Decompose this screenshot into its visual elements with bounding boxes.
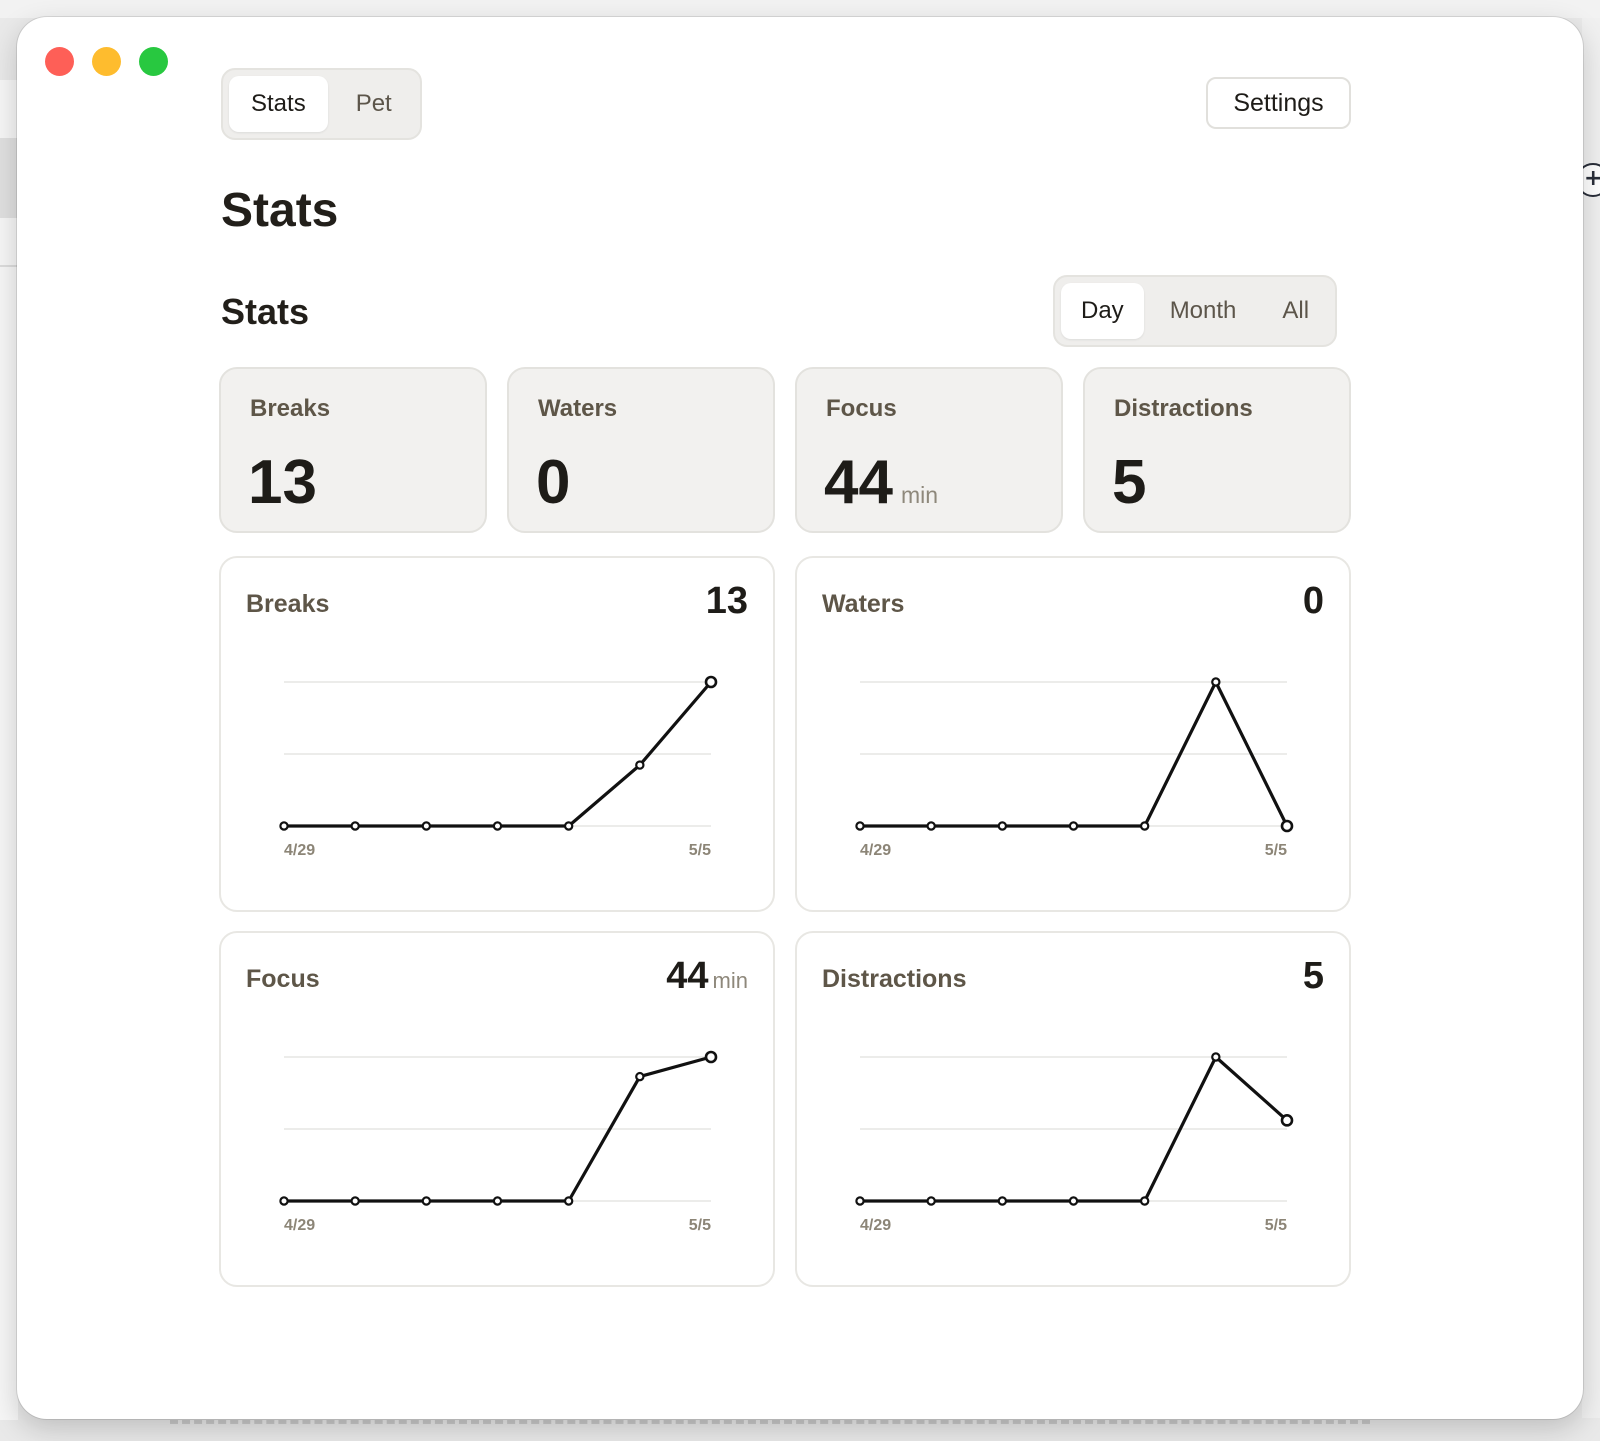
data-point-5/1	[421, 821, 432, 831]
chart-title: Distractions	[822, 965, 967, 993]
data-point-5/5	[1280, 819, 1294, 833]
data-point-4/30	[350, 821, 360, 831]
chart-total: 0	[1302, 580, 1324, 622]
data-point-5/2	[492, 821, 503, 831]
summary-label: Distractions	[1114, 395, 1253, 422]
data-point-5/2	[1068, 1196, 1079, 1206]
zoom-window-button[interactable]	[139, 47, 168, 76]
summary-card-breaks: Breaks 13	[219, 367, 487, 533]
background-window-edge	[0, 80, 18, 1420]
line-chart-focus: 4/29 5/5	[279, 1050, 718, 1234]
chart-title: Waters	[822, 590, 905, 618]
data-point-5/5	[704, 1050, 718, 1064]
background-dashes	[170, 1420, 1370, 1424]
data-point-5/1	[997, 821, 1008, 831]
line-chart-waters: 4/29 5/5	[855, 677, 1294, 859]
line-chart-distractions: 4/29 5/5	[855, 1052, 1294, 1234]
summary-value: 0	[536, 448, 571, 517]
tab-pet[interactable]: Pet	[355, 90, 392, 117]
data-point-5/1	[421, 1196, 432, 1206]
close-window-button[interactable]	[45, 47, 74, 76]
data-point-4/30	[350, 1196, 360, 1206]
chart-title: Breaks	[246, 590, 330, 618]
data-point-4/30	[926, 821, 936, 831]
data-point-5/2	[492, 1196, 503, 1206]
data-point-5/3	[1139, 821, 1150, 831]
range-selector: Day Month All	[1053, 275, 1338, 347]
summary-value: 13	[248, 448, 317, 517]
data-point-5/4	[635, 760, 645, 770]
range-day-button[interactable]: Day	[1061, 283, 1144, 339]
data-point-5/4	[1211, 677, 1221, 687]
data-point-5/3	[563, 821, 574, 831]
settings-button[interactable]: Settings	[1206, 77, 1351, 129]
data-point-4/29	[279, 821, 289, 831]
view-tabs: Stats Pet	[221, 68, 422, 140]
chart-card-distractions: Distractions 5 4/29 5/5	[795, 931, 1351, 1287]
summary-card-focus: Focus 44 min	[795, 367, 1063, 533]
x-tick-label-end: 5/5	[1265, 1217, 1287, 1234]
summary-label: Focus	[826, 395, 897, 422]
summary-unit: min	[900, 482, 939, 508]
summary-value: 44 min	[824, 448, 939, 517]
summary-card-distractions: Distractions 5	[1083, 367, 1351, 533]
data-point-5/4	[635, 1071, 645, 1082]
data-point-5/5	[1280, 1114, 1294, 1127]
chart-card-waters: Waters 0 4/29 5/5	[795, 556, 1351, 912]
section-title: Stats	[221, 291, 310, 332]
data-point-4/29	[855, 821, 865, 831]
x-tick-label-start: 4/29	[284, 1217, 315, 1234]
chart-unit: min	[712, 968, 748, 993]
line-chart-breaks: 4/29 5/5	[279, 675, 718, 859]
x-tick-label-start: 4/29	[860, 1217, 891, 1234]
summary-label: Waters	[538, 395, 618, 422]
data-point-5/3	[1139, 1196, 1150, 1206]
data-point-5/1	[997, 1196, 1008, 1206]
stats-window: Stats Pet Settings Stats Stats Day Month…	[17, 17, 1583, 1419]
tab-stats[interactable]: Stats	[229, 76, 328, 132]
data-point-5/2	[1068, 821, 1079, 831]
x-tick-label-start: 4/29	[860, 842, 891, 859]
range-month-button[interactable]: Month	[1169, 297, 1237, 324]
summary-value: 5	[1112, 448, 1147, 517]
chart-total: 13	[705, 580, 748, 622]
data-point-5/5	[704, 675, 718, 689]
chart-card-focus: Focus 44 min 4/29 5/5	[219, 931, 775, 1287]
data-point-4/30	[926, 1196, 936, 1206]
background-window-edge-right	[1582, 18, 1600, 1418]
data-point-5/4	[1211, 1052, 1221, 1062]
chart-total: 5	[1302, 955, 1324, 997]
chart-total: 44 min	[666, 955, 748, 997]
range-all-button[interactable]: All	[1282, 297, 1310, 324]
chart-card-breaks: Breaks 13 4/29 5/5	[219, 556, 775, 912]
x-tick-label-start: 4/29	[284, 842, 315, 859]
summary-card-waters: Waters 0	[507, 367, 775, 533]
page-title: Stats	[221, 184, 339, 237]
chart-title: Focus	[246, 965, 320, 993]
background-app-strip	[0, 0, 1600, 18]
x-tick-label-end: 5/5	[1265, 842, 1287, 859]
data-point-4/29	[279, 1196, 289, 1206]
minimize-window-button[interactable]	[92, 47, 121, 76]
data-point-4/29	[855, 1196, 865, 1206]
x-tick-label-end: 5/5	[689, 842, 711, 859]
data-point-5/3	[563, 1196, 574, 1206]
x-tick-label-end: 5/5	[689, 1217, 711, 1234]
summary-label: Breaks	[250, 395, 331, 422]
